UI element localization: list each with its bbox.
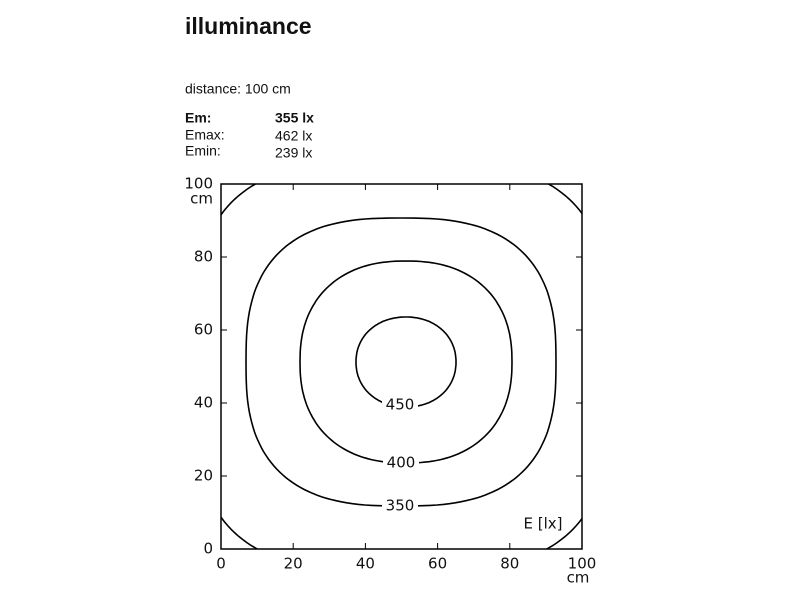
stat-name: Em: [185,110,211,126]
y-tick-label: 100 [184,175,213,193]
plot-frame [220,183,583,550]
legend-title: E [lx] [524,515,563,533]
x-tick-label: 20 [284,555,303,573]
title: illuminance [185,13,312,39]
contour-label-bg [382,497,418,515]
contour-line [355,316,457,408]
contours [221,184,582,549]
contour-label: 350 [386,497,415,515]
y-tick-label: 40 [194,394,213,412]
plot: 350 400 450 [221,184,582,549]
x-tick-label: 40 [356,555,375,573]
contour-label-bg [382,396,418,414]
x-tick-label: 60 [428,555,447,573]
contour-line [245,217,557,507]
y-tick-label: 0 [203,540,213,558]
y-tick-label: 60 [194,321,213,339]
y-tick-label: 80 [194,248,213,266]
stat-name: Emin: [185,143,221,159]
x-tick-label: 80 [500,555,519,573]
stat-name: Emax: [185,127,225,143]
x-tick-label: 100 [568,555,597,573]
contour-label: 400 [387,454,416,472]
stat-value: 462 lx [275,128,312,144]
contour-label-bg [383,454,419,472]
y-unit: cm [190,190,213,208]
x-unit: cm [567,569,590,587]
distance: distance: 100 cm [185,81,291,97]
x-tick-label: 0 [216,555,226,573]
stat-value: 355 lx [275,110,314,126]
y-tick-label: 20 [194,467,213,485]
stat-value: 239 lx [275,145,312,161]
contour-line [299,260,513,464]
contour-label: 450 [386,396,415,414]
